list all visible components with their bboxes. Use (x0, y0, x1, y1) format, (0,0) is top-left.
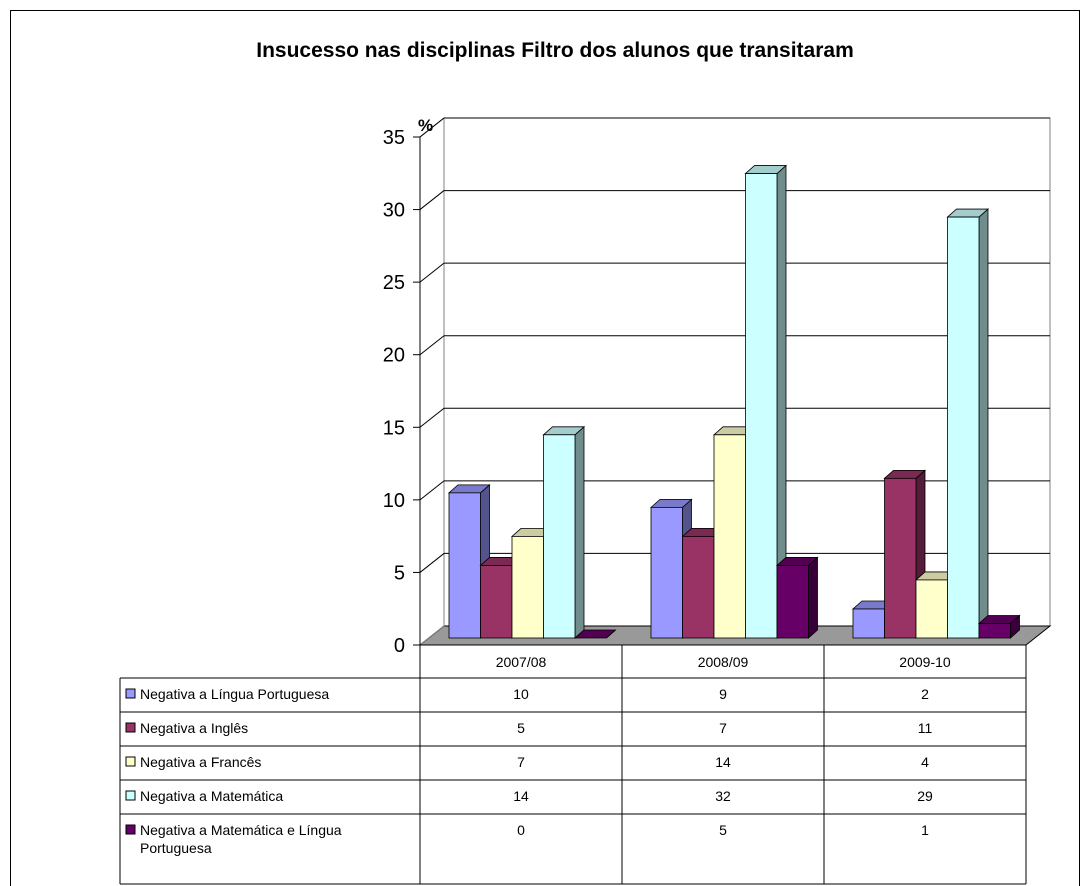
bar-front (713, 434, 746, 639)
data-label: 4 (921, 754, 929, 770)
data-label: 5 (517, 720, 525, 736)
data-label: 10 (513, 686, 529, 702)
chart-border (10, 10, 1080, 886)
grid-line-side (419, 407, 445, 428)
bar-front (947, 216, 980, 639)
y-tick-label: 5 (394, 562, 405, 584)
x-tick-label: 2007/08 (495, 654, 547, 670)
bar-front (682, 536, 715, 639)
bar-front (852, 608, 885, 639)
bar-side (574, 425, 585, 639)
bar-top (573, 629, 617, 639)
grid-line-side (419, 480, 445, 501)
y-axis-label: % (418, 116, 433, 135)
bar-front (884, 477, 917, 639)
grid-line-side (419, 262, 445, 283)
bar (775, 556, 819, 639)
grid-line-side (419, 335, 445, 356)
grid-line-side (419, 117, 445, 138)
data-label: 5 (719, 822, 727, 838)
bar-front (480, 565, 513, 639)
data-label: 14 (513, 788, 529, 804)
data-label: 2 (921, 686, 929, 702)
bar (542, 425, 586, 639)
x-tick-label: 2009-10 (899, 654, 951, 670)
y-tick-label: 10 (383, 490, 405, 512)
grid-line-side (419, 553, 445, 573)
side-wall (419, 116, 445, 647)
y-tick-label: 15 (383, 417, 405, 439)
bar (573, 629, 617, 639)
data-label: 11 (917, 720, 933, 736)
grid-line-side (419, 190, 445, 210)
legend-label: Negativa a Inglês (140, 720, 249, 736)
bar-side (808, 556, 818, 639)
legend-key (125, 824, 136, 835)
bar-front (511, 536, 544, 639)
bar-front (448, 492, 481, 639)
legend-key (125, 756, 136, 767)
data-label: 7 (719, 720, 727, 736)
y-tick-label: 35 (383, 127, 405, 149)
legend-label: Negativa a Matemática e Língua Portugues… (140, 822, 342, 856)
y-tick-label: 25 (383, 272, 405, 294)
data-label: 29 (917, 788, 933, 804)
bar-front (650, 506, 683, 639)
legend-key (125, 790, 136, 801)
data-label: 7 (517, 754, 525, 770)
data-label: 1 (921, 822, 929, 838)
y-tick-label: 0 (394, 635, 405, 657)
legend-label: Negativa a Matemática (140, 788, 284, 804)
bar-front (915, 579, 948, 639)
data-label: 9 (719, 686, 727, 702)
bar (946, 208, 990, 639)
y-tick-label: 30 (383, 200, 405, 222)
bar-front (745, 173, 778, 639)
bar-front (978, 623, 1011, 639)
legend-label: Negativa a Língua Portuguesa (140, 686, 330, 702)
bar-side (978, 208, 989, 639)
data-label: 14 (715, 754, 731, 770)
bar (510, 527, 554, 639)
legend-key (125, 722, 136, 733)
data-label: 0 (517, 822, 525, 838)
y-tick-label: 20 (383, 345, 405, 367)
chart-title: Insucesso nas disciplinas Filtro dos alu… (256, 39, 854, 62)
legend-label: Negativa a Francês (140, 754, 262, 770)
x-tick-label: 2008/09 (697, 654, 749, 670)
legend-key (125, 688, 136, 699)
data-label: 32 (715, 788, 731, 804)
bar-front (543, 434, 576, 639)
bar (977, 614, 1021, 639)
bar-front (776, 565, 809, 639)
